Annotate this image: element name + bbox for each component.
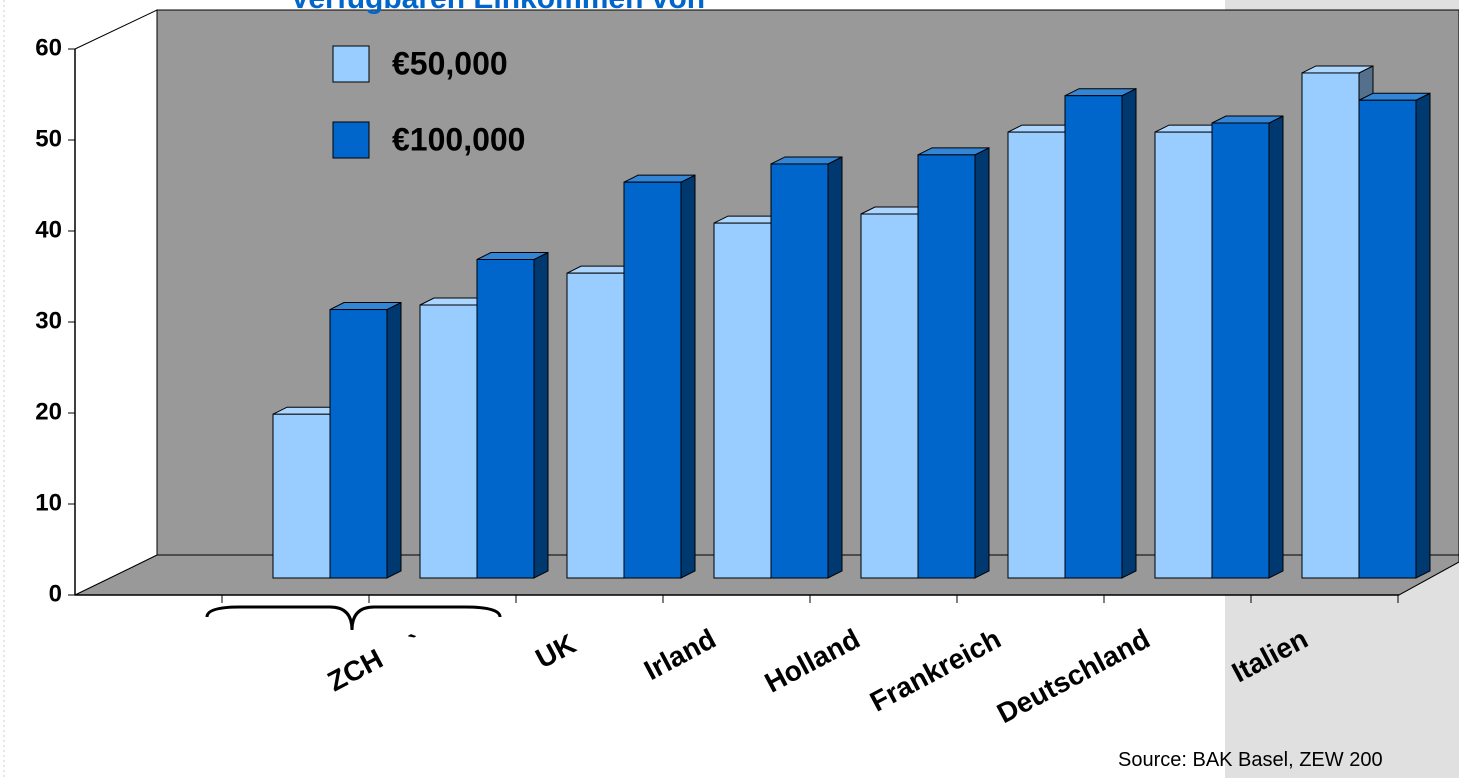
bar-side — [827, 156, 843, 579]
bar — [770, 163, 829, 579]
x-tick-label: ZCH — [322, 643, 387, 697]
y-tick-label: 30 — [35, 307, 62, 334]
plot — [272, 65, 1431, 579]
bar-side — [386, 301, 402, 579]
brace — [205, 605, 502, 631]
y-tick-label: 0 — [49, 580, 62, 607]
x-tick-label: ` — [405, 628, 428, 660]
y-tick-label: 60 — [35, 34, 62, 61]
bar-side — [1121, 87, 1137, 579]
bar-side — [1268, 115, 1284, 579]
bar — [1358, 99, 1417, 579]
y-tick-label: 40 — [35, 216, 62, 243]
legend-swatch — [332, 121, 370, 159]
bar — [476, 259, 535, 579]
x-tick-label: Irland — [639, 623, 721, 686]
legend-label: €50,000 — [392, 45, 508, 81]
bar — [419, 304, 478, 579]
bar — [1301, 72, 1360, 579]
x-tick-label: Frankreich — [865, 623, 1006, 718]
x-tick-label: Holland — [760, 623, 865, 699]
y-tick-label: 20 — [35, 398, 62, 425]
bar — [566, 272, 625, 579]
source-note: Source: BAK Basel, ZEW 200 — [1118, 749, 1383, 771]
bar — [860, 213, 919, 579]
y-tick-label: 10 — [35, 489, 62, 516]
y-tick-label: 50 — [35, 125, 62, 152]
bar-side — [1415, 92, 1431, 579]
x-tick-label: UK — [531, 628, 581, 674]
bar — [713, 222, 772, 579]
bar — [1211, 122, 1270, 579]
bar — [1007, 131, 1066, 579]
bar — [329, 309, 388, 579]
side-wall — [74, 9, 158, 596]
legend-label: €100,000 — [392, 121, 525, 157]
bar — [1064, 95, 1123, 579]
chart-title: Verfügbaren Einkommen von — [290, 0, 705, 15]
bar — [1154, 131, 1213, 579]
x-tick-label: Deutschland — [992, 623, 1155, 729]
bar — [623, 181, 682, 579]
legend-swatch — [332, 45, 370, 83]
bar-side — [974, 147, 990, 579]
bar-side — [680, 174, 696, 579]
bar — [917, 154, 976, 579]
bar — [272, 413, 331, 579]
bar-side — [533, 251, 549, 579]
